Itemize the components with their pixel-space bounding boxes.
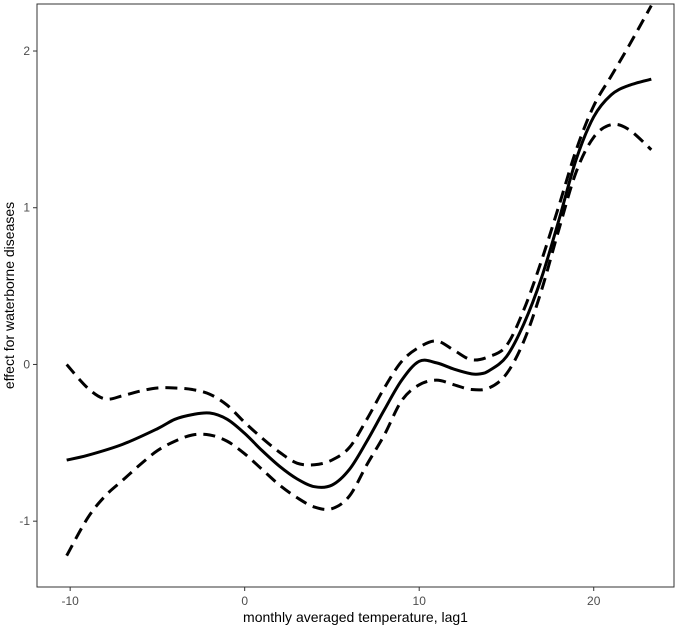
y-tick-label: 0	[23, 357, 30, 371]
y-axis-title: effect for waterborne diseases	[1, 202, 17, 389]
x-axis-title: monthly averaged temperature, lag1	[243, 609, 468, 625]
series-layer	[65, 4, 653, 557]
x-tick-label: 10	[413, 594, 427, 608]
estimate-line	[66, 77, 652, 489]
lower-bound-line	[65, 122, 653, 557]
x-tick-label: 0	[241, 594, 248, 608]
y-axis: -1 0 1 2	[19, 44, 37, 528]
y-tick-label: 1	[23, 201, 30, 215]
x-axis: -10 0 10 20	[61, 587, 601, 608]
x-tick-label: 20	[587, 594, 601, 608]
upper-bound-line	[65, 4, 653, 467]
x-tick-label: -10	[61, 594, 79, 608]
y-tick-label: -1	[19, 514, 30, 528]
y-tick-label: 2	[23, 44, 30, 58]
plot-panel-border	[36, 3, 675, 588]
